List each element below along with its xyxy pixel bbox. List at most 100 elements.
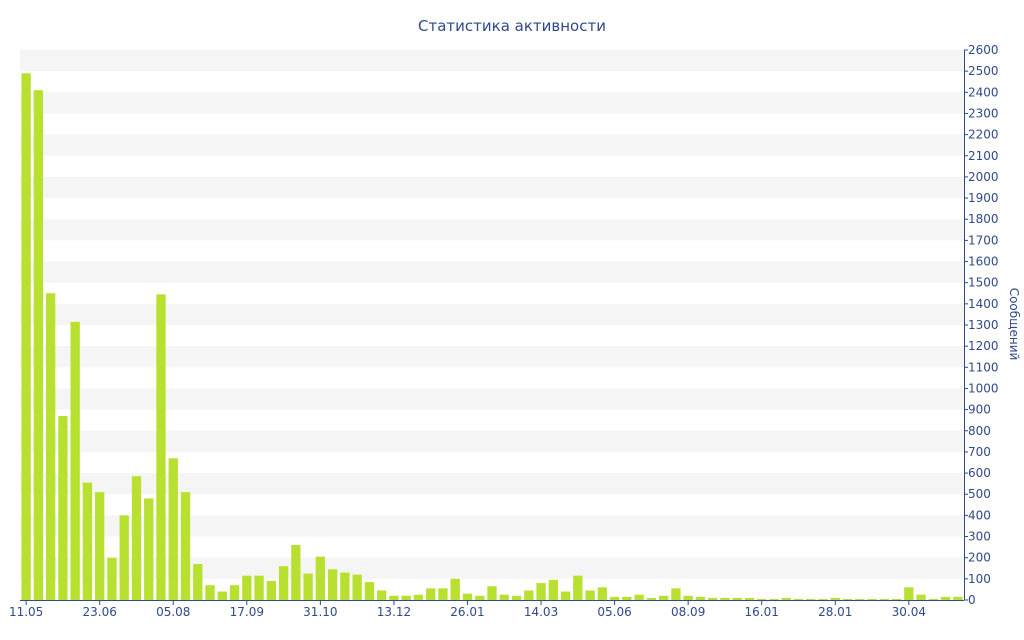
bar <box>107 557 117 600</box>
bar <box>744 597 755 600</box>
bar <box>475 595 485 600</box>
bar <box>879 598 889 600</box>
x-tick-label: 05.08 <box>156 605 190 619</box>
bar <box>757 598 767 600</box>
x-tick-label: 13.12 <box>377 605 411 619</box>
bar <box>732 597 742 600</box>
bar <box>95 492 105 600</box>
bar <box>303 573 313 600</box>
bar <box>21 73 31 600</box>
bar <box>33 90 44 600</box>
bar <box>781 597 791 600</box>
bar <box>928 598 939 600</box>
bar <box>70 321 80 600</box>
bar <box>266 580 276 600</box>
grid-band <box>20 50 964 72</box>
x-tick-label: 17.09 <box>230 605 264 619</box>
bar <box>278 566 289 600</box>
bar <box>940 596 951 600</box>
y-tick-label: 1700 <box>968 233 999 247</box>
bar-series <box>21 73 963 600</box>
y-tick-label: 1500 <box>968 276 999 290</box>
y-tick-label: 900 <box>968 403 991 417</box>
bar <box>389 595 399 600</box>
bar <box>327 569 338 600</box>
x-tick-label: 28.01 <box>818 605 852 619</box>
bar <box>609 596 620 600</box>
bar <box>842 598 853 600</box>
x-tick-label: 11.05 <box>9 605 43 619</box>
bar <box>658 595 669 600</box>
bar <box>855 598 865 600</box>
bar <box>168 458 178 600</box>
bar <box>291 545 301 600</box>
bar <box>438 588 448 600</box>
bar <box>585 590 595 600</box>
bar <box>524 590 534 600</box>
bar <box>119 515 129 600</box>
y-tick-label: 2400 <box>968 85 999 99</box>
x-tick-label: 26.01 <box>450 605 484 619</box>
grid-band <box>20 430 964 452</box>
grid-band <box>20 303 964 325</box>
bar <box>646 597 657 600</box>
y-tick-label: 200 <box>968 551 991 565</box>
bar <box>131 476 142 600</box>
bar <box>634 594 644 600</box>
y-tick-label: 2300 <box>968 106 999 120</box>
y-axis: 0 100 200 300 400 500 600 700 800 900 1000 1100 1200… <box>964 43 999 607</box>
bar <box>548 579 558 600</box>
bar <box>377 590 387 600</box>
grid-band <box>20 176 964 199</box>
bar <box>806 598 816 600</box>
x-tick-label: 08.09 <box>671 605 705 619</box>
bar <box>769 598 779 600</box>
bar <box>217 591 227 600</box>
y-tick-label: 1900 <box>968 191 999 205</box>
bar <box>536 583 546 600</box>
bar <box>156 294 166 600</box>
y-tick-label: 2200 <box>968 128 999 142</box>
bar <box>450 578 460 600</box>
bar <box>205 585 215 600</box>
bar <box>573 575 583 600</box>
x-tick-label: 30.04 <box>892 605 926 619</box>
y-tick-label: 1000 <box>968 381 999 395</box>
bar <box>818 598 828 600</box>
y-tick-label: 2600 <box>968 43 999 57</box>
y-tick-label: 1200 <box>968 339 999 353</box>
bar <box>695 596 706 600</box>
y-tick-label: 2100 <box>968 149 999 163</box>
y-tick-label: 0 <box>968 593 976 607</box>
bar <box>511 595 522 600</box>
bar <box>891 598 902 600</box>
bar <box>254 575 264 600</box>
bar <box>242 575 252 600</box>
bar <box>426 588 436 600</box>
bar <box>229 585 240 600</box>
x-tick-label: 05.06 <box>597 605 631 619</box>
bar <box>144 498 154 600</box>
bar <box>867 598 877 600</box>
bar <box>708 597 718 600</box>
grid-band <box>20 261 964 283</box>
grid-bands <box>20 50 964 579</box>
grid-band <box>20 388 964 410</box>
y-axis-label: Сообщений <box>1007 288 1021 361</box>
bar <box>597 587 607 600</box>
y-tick-label: 600 <box>968 466 991 480</box>
bar <box>413 594 424 600</box>
bar <box>560 591 571 600</box>
grid-band <box>20 346 964 368</box>
grid-band <box>20 557 964 579</box>
bar <box>352 574 362 600</box>
y-tick-label: 2000 <box>968 170 999 184</box>
grid-band <box>20 515 964 537</box>
bar <box>793 598 804 600</box>
y-tick-label: 500 <box>968 487 991 501</box>
y-tick-label: 2500 <box>968 64 999 78</box>
bar <box>916 594 926 600</box>
y-tick-label: 1800 <box>968 212 999 226</box>
bar <box>462 593 473 600</box>
